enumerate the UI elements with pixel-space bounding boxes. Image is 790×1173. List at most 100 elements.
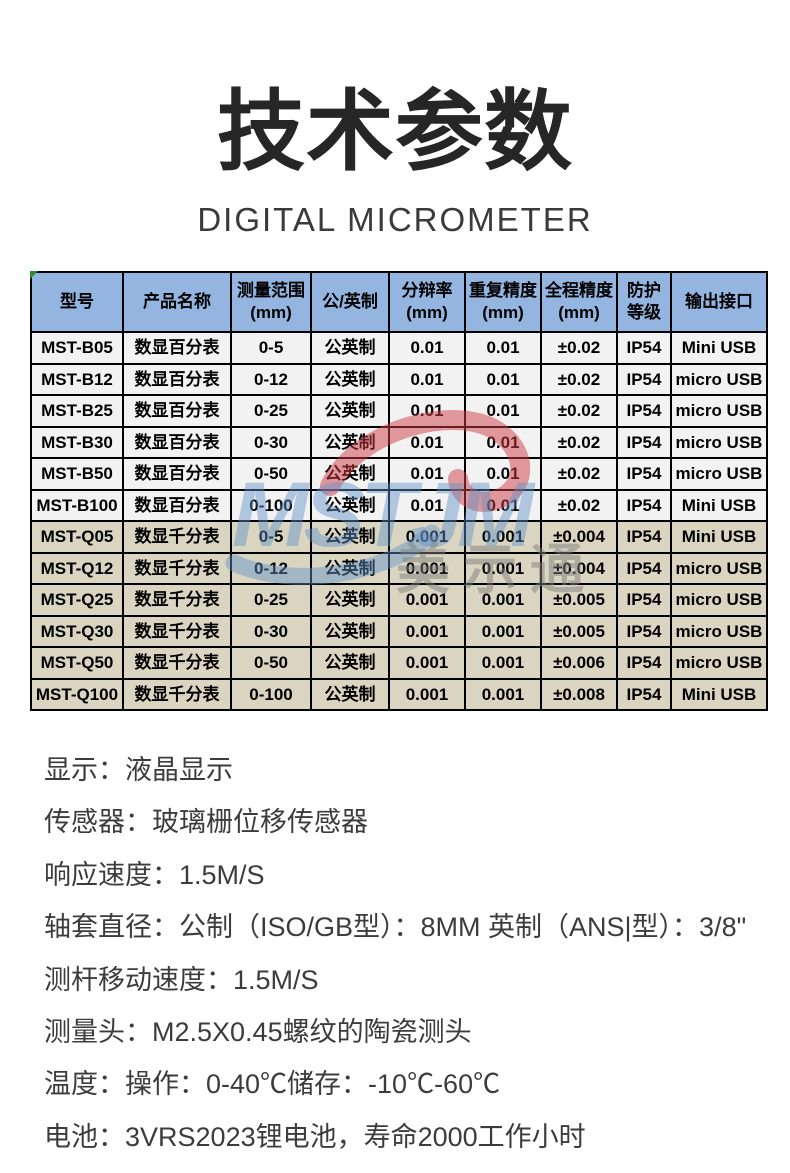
table-row: MST-B50 数显百分表 0-50 公英制 0.01 0.01 ±0.02 IP54 micr… [30, 457, 768, 491]
table-row: MST-Q50 数显千分表 0-50 公英制 0.001 0.001 ±0.006 IP54 m… [30, 646, 768, 680]
spec-line: 测量头：M2.5X0.45螺纹的陶瓷测头 [44, 1017, 472, 1048]
cell-interface: micro USB [670, 583, 768, 617]
cell-product-name: 数显百分表 [122, 488, 232, 522]
col-header-model: 型号 [30, 271, 124, 333]
spec-line: 显示：液晶显示 [44, 755, 233, 785]
cell-range: 0-5 [230, 331, 312, 365]
cell-ip-rating: IP54 [616, 394, 672, 428]
col-header-range: 测量范围 (mm) [230, 271, 312, 333]
cell-resolution: 0.001 [388, 551, 466, 585]
cell-product-name: 数显百分表 [122, 425, 232, 459]
cell-ip-rating: IP54 [616, 614, 672, 648]
cell-resolution: 0.001 [388, 646, 466, 680]
cell-model: MST-Q50 [30, 646, 124, 680]
table-row: MST-Q100 数显千分表 0-100 公英制 0.001 0.001 ±0.008 IP5… [30, 677, 768, 711]
cell-accuracy: ±0.02 [540, 425, 618, 459]
col-header-interface: 输出接口 [670, 271, 768, 333]
cell-model: MST-Q12 [30, 551, 124, 585]
cell-product-name: 数显百分表 [122, 457, 232, 491]
cell-accuracy: ±0.005 [540, 614, 618, 648]
page-subtitle: DIGITAL MICROMETER [197, 201, 593, 238]
cell-range: 0-25 [230, 583, 312, 617]
cell-product-name: 数显百分表 [122, 331, 232, 365]
cell-accuracy: ±0.004 [540, 520, 618, 554]
cell-accuracy: ±0.02 [540, 488, 618, 522]
cell-range: 0-12 [230, 362, 312, 396]
cell-accuracy: ±0.006 [540, 646, 618, 680]
cell-repeatability: 0.001 [464, 677, 542, 711]
cell-repeatability: 0.01 [464, 362, 542, 396]
spec-line: 测杆移动速度：1.5M/S [44, 964, 319, 995]
cell-unit-system: 公英制 [310, 394, 390, 428]
cell-interface: Mini USB [670, 488, 768, 522]
cell-repeatability: 0.001 [464, 614, 542, 648]
cell-repeatability: 0.001 [464, 520, 542, 554]
cell-ip-rating: IP54 [616, 551, 672, 585]
cell-model: MST-B50 [30, 457, 124, 491]
table-row: MST-Q25 数显千分表 0-25 公英制 0.001 0.001 ±0.005 IP54 m… [30, 583, 768, 617]
table-row: MST-B25 数显百分表 0-25 公英制 0.01 0.01 ±0.02 IP54 micr… [30, 394, 768, 428]
cell-model: MST-B05 [30, 331, 124, 365]
cell-interface: micro USB [670, 614, 768, 648]
cell-model: MST-B12 [30, 362, 124, 396]
cell-interface: Mini USB [670, 677, 768, 711]
cell-unit-system: 公英制 [310, 362, 390, 396]
green-corner-icon [30, 271, 38, 279]
cell-resolution: 0.01 [388, 425, 466, 459]
cell-unit-system: 公英制 [310, 425, 390, 459]
table-row: MST-B30 数显百分表 0-30 公英制 0.01 0.01 ±0.02 IP54 micr… [30, 425, 768, 459]
cell-repeatability: 0.01 [464, 425, 542, 459]
cell-interface: micro USB [670, 457, 768, 491]
cell-ip-rating: IP54 [616, 425, 672, 459]
cell-repeatability: 0.001 [464, 646, 542, 680]
cell-product-name: 数显千分表 [122, 677, 232, 711]
cell-resolution: 0.01 [388, 488, 466, 522]
spec-notes: 显示：液晶显示 传感器：玻璃栅位移传感器 响应速度：1.5M/S 轴套直径：公制（IS… [44, 744, 774, 1163]
cell-repeatability: 0.01 [464, 457, 542, 491]
cell-unit-system: 公英制 [310, 331, 390, 365]
spec-line: 响应速度：1.5M/S [44, 859, 265, 890]
spec-table-header-row: 型号 产品名称 测量范围 (mm) 公/英制 分辩率 (mm) 重复精度 (mm) 全程精度… [30, 271, 768, 333]
cell-range: 0-50 [230, 457, 312, 491]
cell-ip-rating: IP54 [616, 331, 672, 365]
cell-accuracy: ±0.02 [540, 457, 618, 491]
cell-range: 0-30 [230, 614, 312, 648]
cell-ip-rating: IP54 [616, 457, 672, 491]
cell-interface: micro USB [670, 425, 768, 459]
cell-repeatability: 0.01 [464, 394, 542, 428]
cell-resolution: 0.01 [388, 457, 466, 491]
col-header-repeatability: 重复精度 (mm) [464, 271, 542, 333]
cell-unit-system: 公英制 [310, 488, 390, 522]
cell-repeatability: 0.001 [464, 583, 542, 617]
col-header-ip-rating: 防护 等级 [616, 271, 672, 333]
cell-range: 0-100 [230, 677, 312, 711]
cell-interface: Mini USB [670, 520, 768, 554]
cell-accuracy: ±0.008 [540, 677, 618, 711]
cell-ip-rating: IP54 [616, 488, 672, 522]
cell-interface: micro USB [670, 362, 768, 396]
cell-product-name: 数显千分表 [122, 646, 232, 680]
spec-line: 电池：3VRS2023锂电池，寿命2000工作小时 [44, 1121, 586, 1152]
cell-ip-rating: IP54 [616, 583, 672, 617]
spec-line: 温度：操作：0-40℃储存：-10℃-60℃ [44, 1069, 501, 1100]
cell-interface: micro USB [670, 646, 768, 680]
cell-product-name: 数显千分表 [122, 583, 232, 617]
cell-ip-rating: IP54 [616, 520, 672, 554]
cell-product-name: 数显千分表 [122, 614, 232, 648]
cell-unit-system: 公英制 [310, 646, 390, 680]
cell-accuracy: ±0.02 [540, 331, 618, 365]
cell-repeatability: 0.001 [464, 551, 542, 585]
col-header-accuracy: 全程精度 (mm) [540, 271, 618, 333]
cell-range: 0-50 [230, 646, 312, 680]
spec-table-body: MST-B05 数显百分表 0-5 公英制 0.01 0.01 ±0.02 IP54 Mini … [30, 331, 768, 711]
cell-model: MST-Q25 [30, 583, 124, 617]
spec-table-container: 型号 产品名称 测量范围 (mm) 公/英制 分辩率 (mm) 重复精度 (mm) 全程精度… [30, 271, 768, 711]
cell-accuracy: ±0.005 [540, 583, 618, 617]
cell-accuracy: ±0.02 [540, 362, 618, 396]
table-row: MST-B12 数显百分表 0-12 公英制 0.01 0.01 ±0.02 IP54 micr… [30, 362, 768, 396]
table-row: MST-Q12 数显千分表 0-12 公英制 0.001 0.001 ±0.004 IP54 m… [30, 551, 768, 585]
cell-product-name: 数显百分表 [122, 362, 232, 396]
cell-range: 0-25 [230, 394, 312, 428]
col-header-unit-system: 公/英制 [310, 271, 390, 333]
cell-resolution: 0.01 [388, 362, 466, 396]
